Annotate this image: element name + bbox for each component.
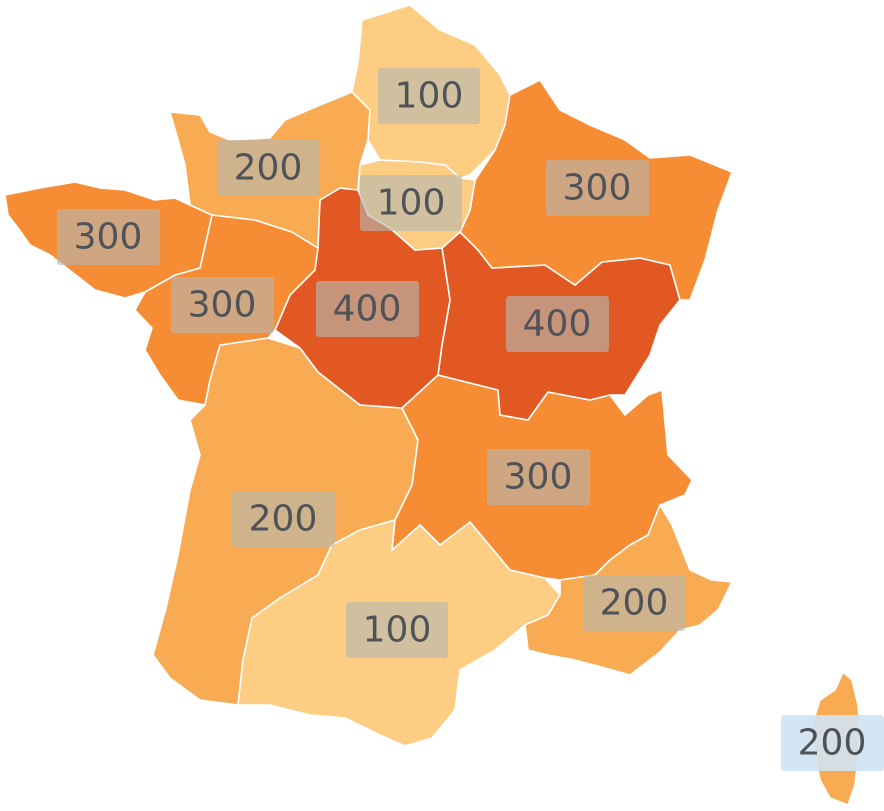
label-provence-alpes-cote-dazur: 200 <box>583 575 685 631</box>
value-label: 300 <box>563 168 632 209</box>
value-label: 400 <box>523 304 592 345</box>
label-centre-val-de-loire: 400 <box>316 281 419 337</box>
label-grand-est: 300 <box>546 160 649 216</box>
value-label: 200 <box>249 499 318 540</box>
value-label: 200 <box>234 148 303 189</box>
label-occitanie: 100 <box>346 602 448 658</box>
value-label: 200 <box>798 723 867 764</box>
value-label: 300 <box>504 457 573 498</box>
value-label: 300 <box>188 285 257 326</box>
value-label: 100 <box>363 610 432 651</box>
label-bourgogne-franche-comte: 400 <box>506 296 609 352</box>
value-label: 200 <box>600 583 669 624</box>
label-ile-de-france: 100 <box>360 175 462 231</box>
value-label: 300 <box>74 217 143 258</box>
label-bretagne: 300 <box>57 209 160 265</box>
value-label: 100 <box>395 76 464 117</box>
value-label: 400 <box>333 289 402 330</box>
label-corse: 200 <box>781 715 884 771</box>
label-auvergne-rhone-alpes: 300 <box>487 449 590 505</box>
value-label: 100 <box>377 183 446 224</box>
label-nouvelle-aquitaine: 200 <box>232 491 335 547</box>
label-normandie: 200 <box>217 140 320 196</box>
label-pays-de-la-loire: 300 <box>171 277 274 333</box>
label-hauts-de-france: 100 <box>378 68 480 124</box>
